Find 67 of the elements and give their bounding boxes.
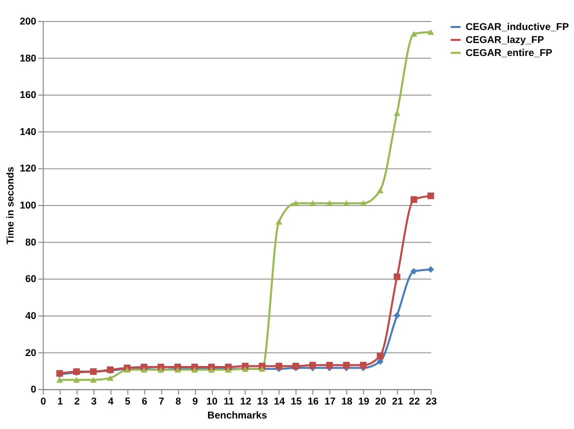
point [106, 375, 114, 381]
x-tick-label: 14 [274, 396, 286, 408]
y-tick-label: 0 [30, 384, 37, 396]
x-tick-label: 5 [124, 396, 131, 408]
point [73, 376, 80, 383]
point [427, 29, 434, 35]
point [410, 268, 418, 275]
y-tick-label: 100 [20, 200, 37, 212]
point [276, 362, 282, 370]
y-axis-title: Time in seconds [6, 166, 17, 244]
point [410, 30, 418, 37]
x-tick-label: 17 [324, 396, 336, 408]
point [309, 362, 316, 368]
x-tick-label: 11 [224, 396, 235, 408]
x-tick-label: 7 [158, 396, 165, 408]
legend-label: CEGAR_entire_FP [466, 48, 553, 59]
y-tick-label: 120 [20, 164, 37, 175]
y-tick-label: 80 [25, 237, 37, 248]
x-tick-label: 19 [358, 396, 370, 408]
x-tick-label: 22 [408, 396, 420, 408]
x-tick-label: 6 [142, 396, 148, 408]
x-tick-label: 20 [375, 396, 387, 408]
y-tick-label: 40 [25, 310, 37, 322]
point [343, 200, 350, 206]
point [309, 200, 316, 206]
x-tick-label: 8 [175, 396, 182, 408]
x-tick-label: 9 [192, 396, 198, 408]
x-tick-label: 12 [240, 396, 252, 408]
x-tick-label: 13 [257, 396, 269, 408]
x-tick-label: 10 [206, 396, 218, 408]
point [56, 376, 63, 383]
point [376, 358, 384, 365]
x-tick-label: 3 [91, 396, 98, 408]
y-tick-label: 160 [20, 90, 37, 102]
x-tick-label: 1 [57, 396, 64, 408]
point [427, 192, 434, 200]
point [343, 362, 350, 368]
point [360, 200, 367, 206]
x-tick-label: 23 [426, 396, 438, 408]
point [276, 218, 282, 224]
point [376, 352, 384, 360]
point [394, 273, 400, 280]
point [292, 200, 300, 206]
x-tick-label: 2 [74, 396, 80, 408]
y-tick-label: 60 [25, 274, 37, 286]
x-axis-title: Benchmarks [207, 410, 268, 422]
point [326, 200, 333, 206]
x-tick-label: 16 [308, 396, 320, 408]
legend-label: CEGAR_lazy_FP [466, 34, 544, 46]
point [394, 312, 400, 319]
x-tick-label: 4 [108, 396, 114, 408]
point [394, 110, 400, 116]
point [90, 376, 97, 383]
x-tick-label: 15 [290, 396, 302, 408]
y-tick-label: 140 [20, 126, 37, 138]
point [376, 187, 384, 194]
point [427, 266, 434, 273]
legend-label: CEGAR_inductive_FP [466, 22, 570, 33]
y-tick-label: 200 [20, 16, 37, 28]
point [326, 362, 333, 368]
y-tick-label: 180 [20, 53, 37, 64]
point [360, 362, 367, 368]
y-tick-label: 20 [25, 348, 37, 359]
point [410, 196, 418, 203]
x-tick-label: 18 [341, 396, 353, 408]
x-tick-label: 21 [392, 396, 404, 408]
x-tick-label: 0 [40, 396, 47, 408]
